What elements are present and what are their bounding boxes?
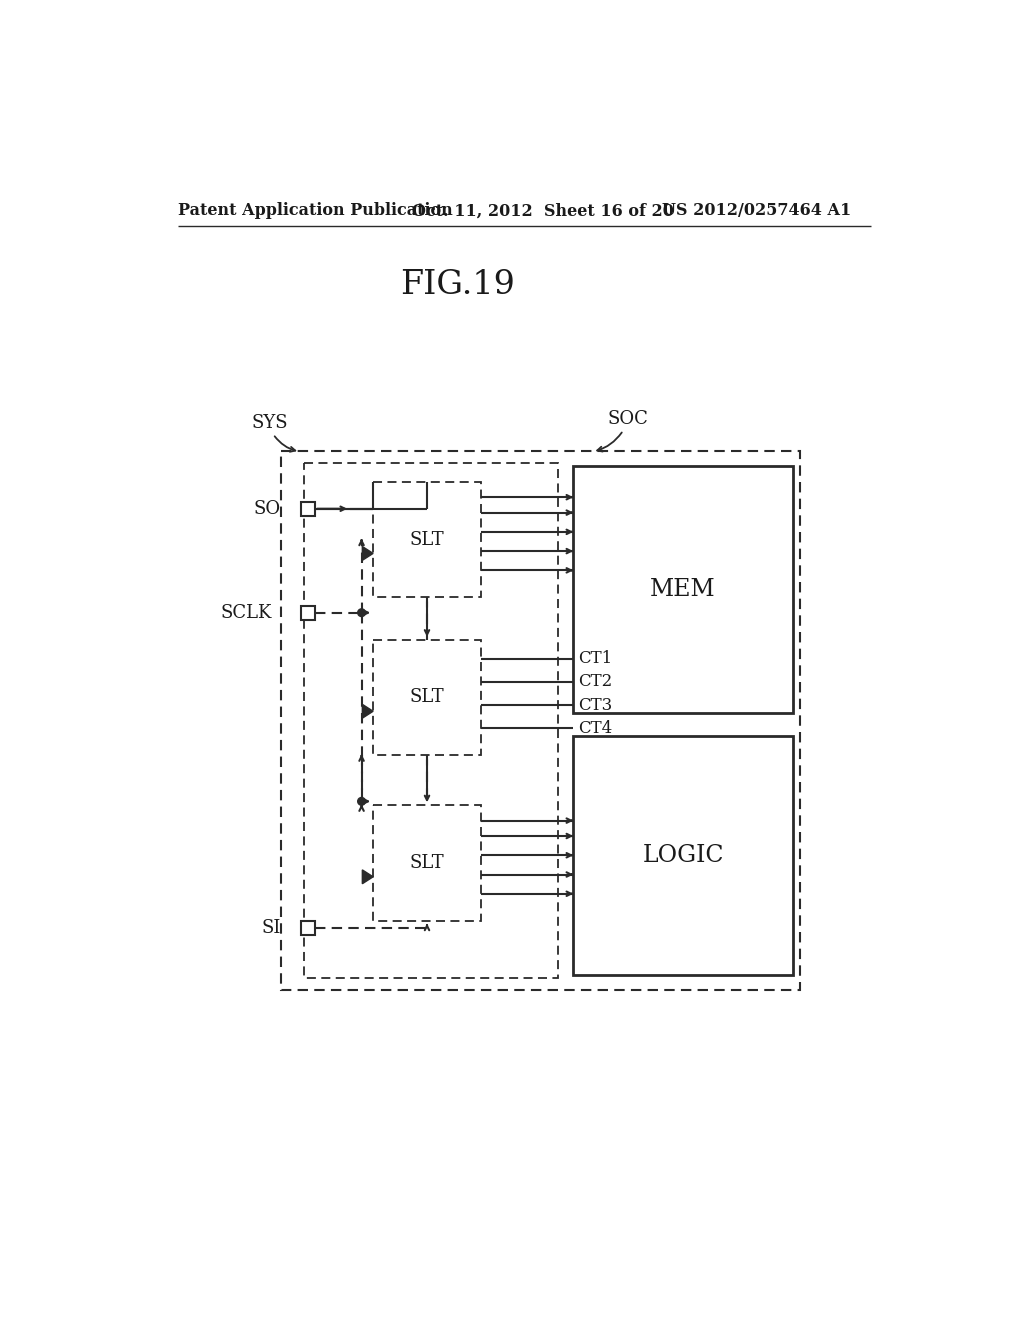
Text: SOC: SOC — [608, 409, 649, 428]
Circle shape — [357, 609, 366, 616]
Text: SLT: SLT — [410, 854, 444, 873]
Polygon shape — [362, 546, 373, 560]
Bar — [373, 482, 481, 597]
Text: Patent Application Publication: Patent Application Publication — [178, 202, 453, 219]
Text: CT1: CT1 — [578, 651, 612, 668]
Polygon shape — [362, 870, 373, 884]
Text: CT4: CT4 — [578, 719, 612, 737]
Text: SI: SI — [261, 920, 281, 937]
Polygon shape — [362, 705, 373, 718]
Text: LOGIC: LOGIC — [642, 843, 724, 867]
Text: SO: SO — [254, 500, 281, 517]
Text: US 2012/0257464 A1: US 2012/0257464 A1 — [662, 202, 851, 219]
Text: SLT: SLT — [410, 689, 444, 706]
Text: CT3: CT3 — [578, 697, 612, 714]
Text: Oct. 11, 2012  Sheet 16 of 20: Oct. 11, 2012 Sheet 16 of 20 — [412, 202, 674, 219]
Bar — [301, 502, 314, 516]
Text: SCLK: SCLK — [220, 603, 271, 622]
Bar — [573, 737, 793, 974]
Bar — [304, 462, 558, 978]
Bar — [373, 640, 481, 755]
Bar — [281, 451, 801, 990]
Text: SYS: SYS — [252, 413, 288, 432]
Bar — [301, 606, 314, 619]
Circle shape — [357, 797, 366, 805]
Text: SLT: SLT — [410, 531, 444, 549]
Text: MEM: MEM — [650, 578, 716, 601]
Bar — [373, 805, 481, 921]
Text: CT2: CT2 — [578, 673, 612, 690]
Bar — [573, 466, 793, 713]
Text: FIG.19: FIG.19 — [400, 269, 515, 301]
Bar — [301, 921, 314, 936]
